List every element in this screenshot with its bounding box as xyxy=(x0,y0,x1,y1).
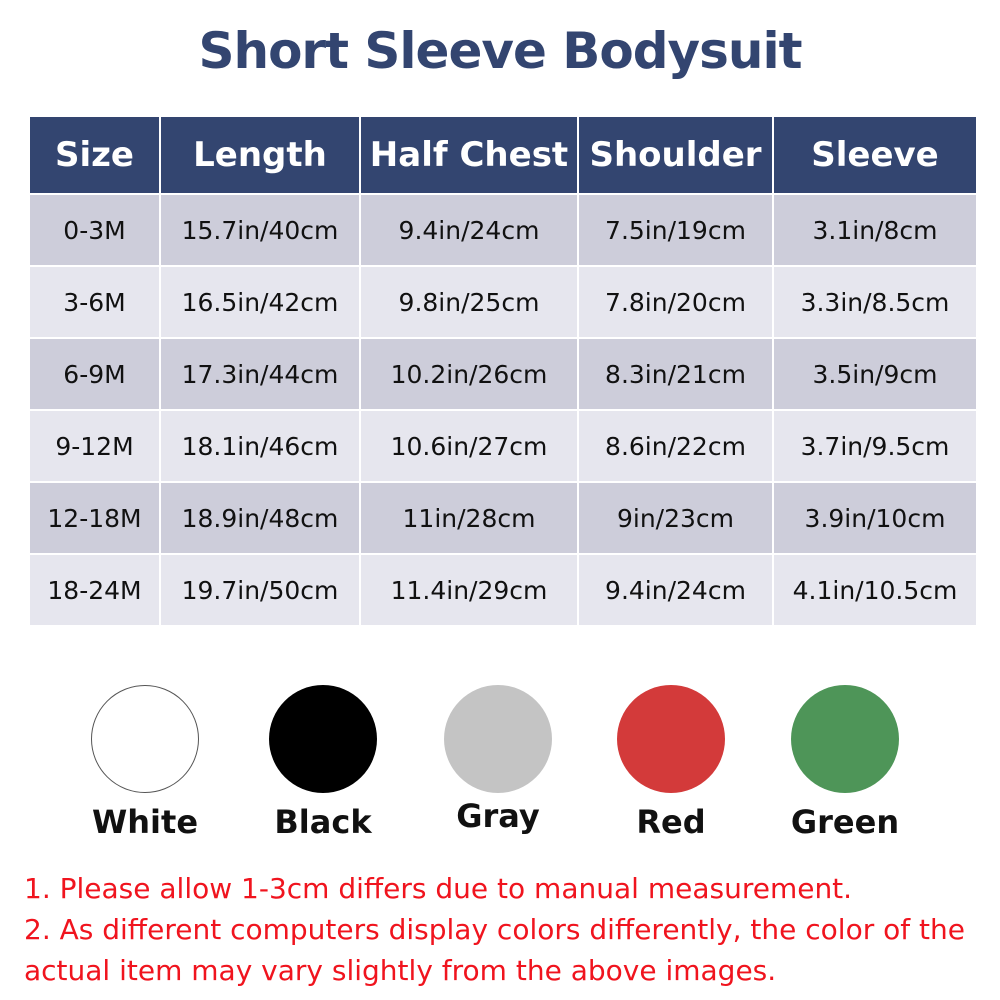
cell-half-chest: 9.4in/24cm xyxy=(359,193,579,267)
cell-half-chest: 10.6in/27cm xyxy=(359,409,579,483)
cell-sleeve: 3.3in/8.5cm xyxy=(772,265,976,339)
cell-shoulder: 8.6in/22cm xyxy=(577,409,774,483)
cell-shoulder: 7.8in/20cm xyxy=(577,265,774,339)
cell-shoulder: 7.5in/19cm xyxy=(577,193,774,267)
cell-sleeve: 3.5in/9cm xyxy=(772,337,976,411)
cell-shoulder: 8.3in/21cm xyxy=(577,337,774,411)
table-header-row: Size Length Half Chest Shoulder Sleeve xyxy=(30,117,976,195)
color-label: Gray xyxy=(456,797,540,835)
cell-size: 3-6M xyxy=(30,265,161,339)
cell-shoulder: 9in/23cm xyxy=(577,481,774,555)
gray-swatch xyxy=(444,685,552,793)
header-length: Length xyxy=(159,117,361,195)
cell-size: 18-24M xyxy=(30,553,161,627)
color-label: Red xyxy=(636,803,706,841)
color-red: Red xyxy=(616,685,726,841)
cell-length: 18.9in/48cm xyxy=(159,481,361,555)
cell-sleeve: 3.7in/9.5cm xyxy=(772,409,976,483)
cell-length: 17.3in/44cm xyxy=(159,337,361,411)
cell-size: 0-3M xyxy=(30,193,161,267)
cell-size: 12-18M xyxy=(30,481,161,555)
cell-half-chest: 11.4in/29cm xyxy=(359,553,579,627)
page-title: Short Sleeve Bodysuit xyxy=(198,22,802,80)
red-swatch xyxy=(617,685,725,793)
cell-length: 15.7in/40cm xyxy=(159,193,361,267)
table-row: 9-12M 18.1in/46cm 10.6in/27cm 8.6in/22cm 3.7… xyxy=(30,409,976,483)
cell-sleeve: 3.1in/8cm xyxy=(772,193,976,267)
cell-size: 9-12M xyxy=(30,409,161,483)
cell-sleeve: 3.9in/10cm xyxy=(772,481,976,555)
table-row: 0-3M 15.7in/40cm 9.4in/24cm 7.5in/19cm 3.1in… xyxy=(30,193,976,267)
cell-length: 19.7in/50cm xyxy=(159,553,361,627)
header-size: Size xyxy=(30,117,161,195)
table-row: 18-24M 19.7in/50cm 11.4in/29cm 9.4in/24cm 4.… xyxy=(30,553,976,627)
note-2: 2. As different computers display colors… xyxy=(24,913,965,987)
color-white: White xyxy=(90,685,200,841)
table-row: 3-6M 16.5in/42cm 9.8in/25cm 7.8in/20cm 3.3in… xyxy=(30,265,976,339)
table-row: 12-18M 18.9in/48cm 11in/28cm 9in/23cm 3.9in/… xyxy=(30,481,976,555)
green-swatch xyxy=(791,685,899,793)
cell-half-chest: 9.8in/25cm xyxy=(359,265,579,339)
white-swatch xyxy=(91,685,199,793)
table-row: 6-9M 17.3in/44cm 10.2in/26cm 8.3in/21cm 3.5i… xyxy=(30,337,976,411)
cell-sleeve: 4.1in/10.5cm xyxy=(772,553,976,627)
color-gray: Gray xyxy=(443,685,553,835)
header-sleeve: Sleeve xyxy=(772,117,976,195)
cell-shoulder: 9.4in/24cm xyxy=(577,553,774,627)
notes: 1. Please allow 1-3cm differs due to man… xyxy=(24,868,984,991)
color-label: Green xyxy=(790,803,900,841)
header-half-chest: Half Chest xyxy=(359,117,579,195)
black-swatch xyxy=(269,685,377,793)
color-green: Green xyxy=(790,685,900,841)
cell-size: 6-9M xyxy=(30,337,161,411)
size-table: Size Length Half Chest Shoulder Sleeve 0… xyxy=(30,117,976,627)
note-1: 1. Please allow 1-3cm differs due to man… xyxy=(24,872,853,905)
cell-length: 16.5in/42cm xyxy=(159,265,361,339)
color-label: Black xyxy=(274,803,372,841)
header-shoulder: Shoulder xyxy=(577,117,774,195)
cell-half-chest: 10.2in/26cm xyxy=(359,337,579,411)
color-black: Black xyxy=(268,685,378,841)
color-label: White xyxy=(91,803,199,841)
cell-length: 18.1in/46cm xyxy=(159,409,361,483)
cell-half-chest: 11in/28cm xyxy=(359,481,579,555)
